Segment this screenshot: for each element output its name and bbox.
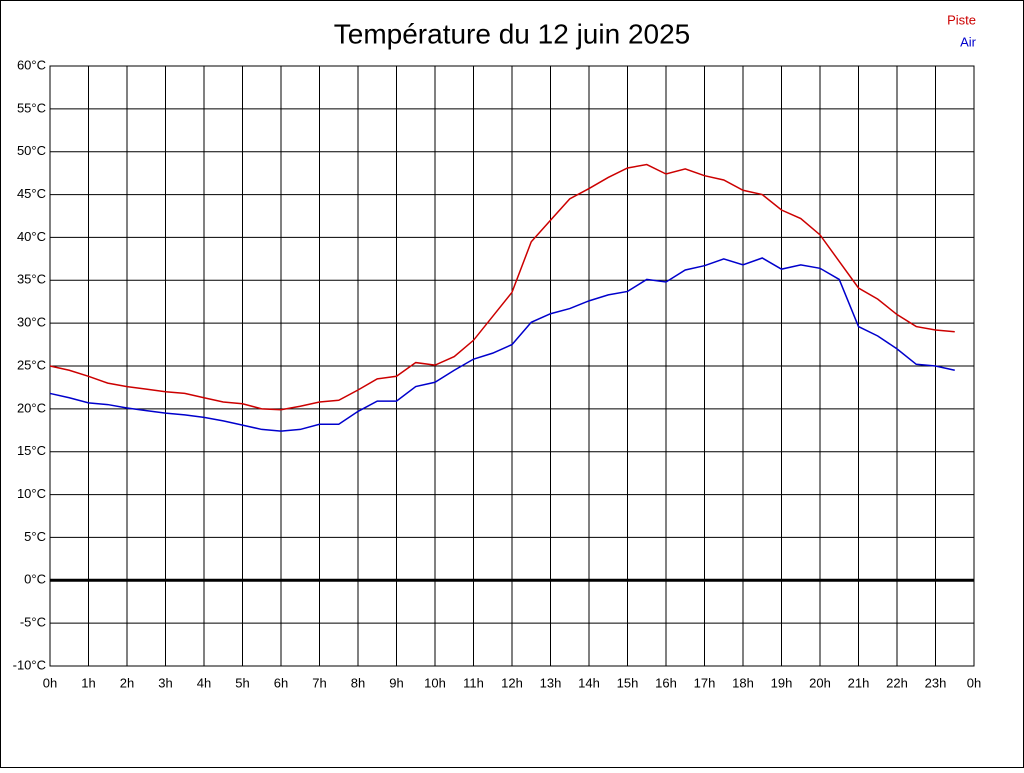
x-tick-label: 22h: [886, 675, 908, 690]
x-tick-label: 0h: [43, 675, 57, 690]
x-tick-label: 1h: [81, 675, 95, 690]
x-tick-label: 0h: [967, 675, 981, 690]
x-tick-label: 17h: [694, 675, 716, 690]
y-tick-label: -10°C: [13, 657, 46, 672]
chart-title: Température du 12 juin 2025: [334, 18, 690, 49]
x-tick-label: 2h: [120, 675, 134, 690]
y-tick-label: 25°C: [17, 357, 46, 372]
x-tick-label: 8h: [351, 675, 365, 690]
x-tick-label: 15h: [617, 675, 639, 690]
y-tick-label: 45°C: [17, 186, 46, 201]
y-tick-label: 30°C: [17, 315, 46, 330]
x-tick-label: 19h: [771, 675, 793, 690]
y-tick-label: 5°C: [24, 529, 46, 544]
line-series: [49, 163, 955, 411]
x-tick-label: 23h: [925, 675, 947, 690]
x-tick-label: 16h: [655, 675, 677, 690]
x-tick-label: 5h: [235, 675, 249, 690]
legend-label: Piste: [947, 12, 976, 27]
y-tick-label: 35°C: [17, 272, 46, 287]
y-tick-label: 60°C: [17, 57, 46, 72]
x-tick-label: 18h: [732, 675, 754, 690]
x-tick-label: 9h: [389, 675, 403, 690]
x-tick-label: 7h: [312, 675, 326, 690]
y-tick-label: 40°C: [17, 229, 46, 244]
x-tick-label: 11h: [463, 675, 484, 690]
x-tick-label: 21h: [848, 675, 870, 690]
y-tick-label: -5°C: [20, 615, 46, 630]
y-tick-label: 50°C: [17, 143, 46, 158]
y-tick-label: 55°C: [17, 100, 46, 115]
y-tick-label: 10°C: [17, 486, 46, 501]
x-tick-label: 3h: [158, 675, 172, 690]
x-tick-label: 12h: [501, 675, 523, 690]
x-tick-label: 14h: [578, 675, 600, 690]
x-tick-label: 4h: [197, 675, 211, 690]
x-tick-label: 13h: [540, 675, 562, 690]
x-tick-label: 10h: [424, 675, 446, 690]
x-tick-label: 20h: [809, 675, 831, 690]
y-tick-label: 20°C: [17, 400, 46, 415]
y-tick-label: 15°C: [17, 443, 46, 458]
line-series: [49, 257, 955, 432]
y-tick-label: 0°C: [24, 572, 46, 587]
x-tick-label: 6h: [274, 675, 288, 690]
legend-label: Air: [960, 34, 977, 49]
